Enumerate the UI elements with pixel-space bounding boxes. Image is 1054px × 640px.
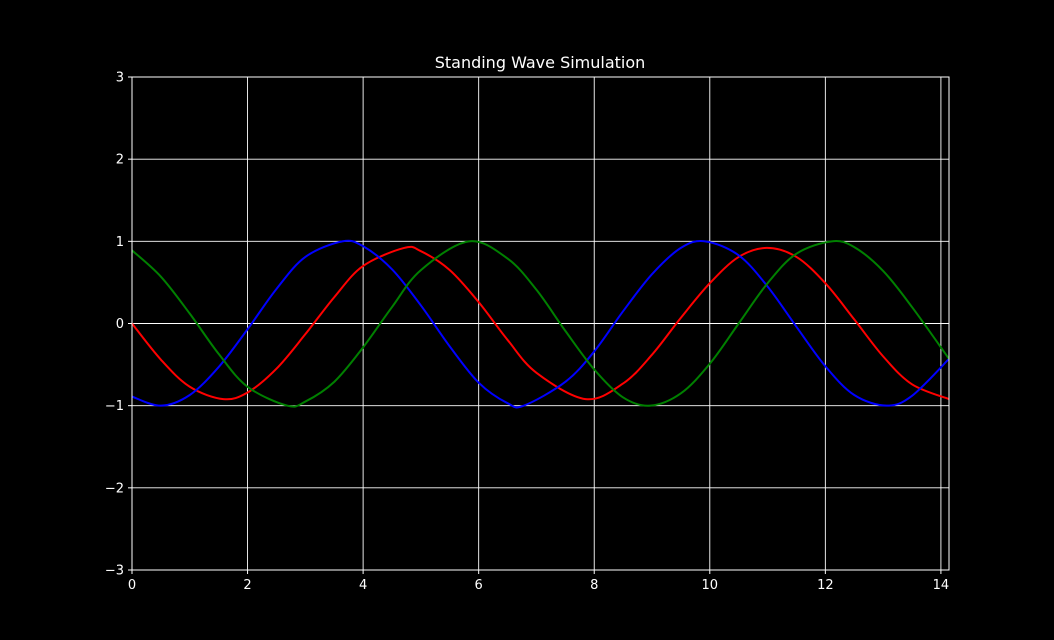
y-tick-label: 1 <box>116 235 124 250</box>
y-tick-label: −3 <box>105 564 124 579</box>
y-tick-label: 0 <box>116 317 124 332</box>
blue-series-line <box>131 239 950 409</box>
x-tick-label: 6 <box>475 578 483 593</box>
x-tick-label: 14 <box>933 578 950 593</box>
y-axis: −3 −2 −1 0 1 2 3 <box>105 71 132 579</box>
y-tick-label: −1 <box>105 399 124 414</box>
y-tick-label: −2 <box>105 481 124 496</box>
red-series-line <box>131 245 950 401</box>
x-axis: 0 2 4 6 8 10 12 14 <box>128 570 949 593</box>
green-series-line <box>131 240 950 408</box>
series-layer <box>131 239 950 409</box>
x-tick-label: 2 <box>243 578 251 593</box>
x-tick-label: 10 <box>702 578 719 593</box>
x-tick-label: 0 <box>128 578 136 593</box>
y-tick-label: 2 <box>116 153 124 168</box>
chart-title: Standing Wave Simulation <box>435 53 646 72</box>
x-tick-label: 8 <box>590 578 598 593</box>
x-tick-label: 12 <box>817 578 834 593</box>
y-tick-label: 3 <box>116 71 124 86</box>
x-tick-label: 4 <box>359 578 367 593</box>
grid-lines <box>131 76 949 571</box>
